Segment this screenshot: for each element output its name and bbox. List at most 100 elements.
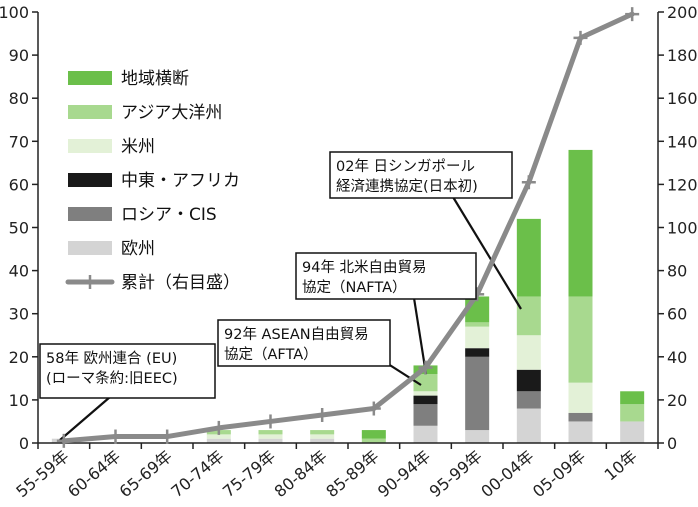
bar-segment-0-3 <box>206 438 231 443</box>
bar-segment-0-8 <box>465 430 490 443</box>
bar-segment-3-7 <box>413 391 438 396</box>
cumulative-line <box>61 11 635 444</box>
x-tick-label-0: 55-59年 <box>12 447 72 502</box>
bar-segment-0-11 <box>620 421 645 443</box>
legend-swatch-1 <box>68 105 112 119</box>
x-tick-label-9: 00-04年 <box>477 447 537 502</box>
bar-segment-4-4 <box>258 430 283 435</box>
bar-segment-2-8 <box>465 348 490 357</box>
annotation-boxes-layer: 58年 欧州連合 (EU)(ローマ条約:旧EEC)92年 ASEAN自由貿易協定… <box>39 151 513 399</box>
bar-segment-3-4 <box>258 434 283 439</box>
annotation-text-2-1: 協定（NAFTA） <box>302 279 407 296</box>
cumulative-line-layer <box>56 7 640 448</box>
x-tick-label-4: 75-79年 <box>219 447 279 502</box>
bar-segment-0-4 <box>258 438 283 443</box>
bar-segment-1-8 <box>465 356 490 431</box>
annotation-lines-layer <box>59 196 522 441</box>
bar-segment-5-6 <box>361 430 386 439</box>
y-right-tick-label-2: 40 <box>667 348 687 367</box>
bar-segment-1-7 <box>413 404 438 426</box>
y-left-tick-label-7: 70 <box>9 132 29 151</box>
y-right-tick-label-7: 140 <box>667 132 698 151</box>
y-left-tick-label-10: 100 <box>0 3 29 22</box>
y-left-tick-label-3: 30 <box>9 305 29 324</box>
legend-swatch-2 <box>68 139 112 153</box>
bar-segment-2-7 <box>413 395 438 405</box>
x-tick-label-5: 80-84年 <box>271 447 331 502</box>
annotation-box-2 <box>295 252 477 300</box>
bars-layer <box>51 149 645 443</box>
y-right-tick-label-0: 0 <box>667 434 677 453</box>
y-left-tick-label-2: 20 <box>9 348 29 367</box>
y-left-tick-label-0: 0 <box>19 434 29 453</box>
annotation-text-2-0: 94年 北米自由貿易 <box>302 259 427 276</box>
bar-segment-4-9 <box>516 296 541 336</box>
annotation-pointer-0 <box>59 396 111 441</box>
bar-segment-4-6 <box>361 438 386 443</box>
y-right-tick-label-4: 80 <box>667 262 687 281</box>
bar-segment-3-9 <box>516 335 541 370</box>
y-right-tick-label-8: 160 <box>667 89 698 108</box>
y-right-tick-label-10: 200 <box>667 3 698 22</box>
x-tick-label-11: 10年 <box>601 447 641 485</box>
bar-segment-4-10 <box>568 296 593 383</box>
annotation-text-1-1: 協定（AFTA） <box>224 346 318 363</box>
bar-segment-0-7 <box>413 425 438 443</box>
annotation-text-1-0: 92年 ASEAN自由貿易 <box>224 326 369 343</box>
y-right-tick-label-9: 180 <box>667 46 698 65</box>
legend-label-5: 欧州 <box>121 239 155 259</box>
bar-segment-0-5 <box>310 438 335 443</box>
x-tick-label-2: 65-69年 <box>116 447 176 502</box>
legend-label-1: アジア大洋州 <box>121 103 222 123</box>
y-left-tick-label-8: 80 <box>9 89 29 108</box>
bar-segment-3-10 <box>568 382 593 413</box>
x-tick-label-8: 95-99年 <box>426 447 486 502</box>
x-tick-label-10: 05-09年 <box>529 447 589 502</box>
annotation-text-0-1: (ローマ条約:旧EEC) <box>46 370 178 387</box>
y-left-tick-label-1: 10 <box>9 391 29 410</box>
annotation-pointer-3 <box>452 196 522 310</box>
annotation-pointer-1 <box>384 361 422 386</box>
bar-segment-4-8 <box>465 322 490 327</box>
y-left-tick-label-4: 40 <box>9 262 29 281</box>
bar-segment-1-10 <box>568 412 593 422</box>
legend-label-6: 累計（右目盛） <box>121 273 240 293</box>
bar-segment-2-9 <box>516 369 541 392</box>
legend-label-4: ロシア・CIS <box>121 205 217 225</box>
annotation-box-1 <box>217 319 391 367</box>
legend-label-3: 中東・アフリカ <box>121 171 240 191</box>
bar-segment-5-10 <box>568 149 593 297</box>
bar-segment-0-9 <box>516 408 541 443</box>
annotation-text-3-0: 02年 日シンガポール <box>336 158 475 175</box>
y-left-tick-label-9: 90 <box>9 46 29 65</box>
annotation-box-0 <box>39 343 216 399</box>
bar-segment-4-5 <box>310 430 335 435</box>
x-tick-label-7: 90-94年 <box>374 447 434 502</box>
legend-label-0: 地域横断 <box>121 69 189 89</box>
bar-segment-3-5 <box>310 434 335 439</box>
x-tick-label-6: 85-89年 <box>322 447 382 502</box>
x-tick-label-3: 70-74年 <box>167 447 227 502</box>
legend-swatch-0 <box>68 71 112 85</box>
y-right-tick-label-3: 60 <box>667 305 687 324</box>
annotation-pointer-2 <box>412 297 428 375</box>
bar-segment-5-9 <box>516 218 541 297</box>
y-left-tick-label-5: 50 <box>9 219 29 238</box>
bar-segment-3-3 <box>206 434 231 439</box>
bar-segment-3-8 <box>465 326 490 349</box>
y-left-tick-label-6: 60 <box>9 175 29 194</box>
annotation-box-3 <box>329 151 513 199</box>
annotation-text-0-0: 58年 欧州連合 (EU) <box>46 350 177 367</box>
y-right-tick-label-6: 120 <box>667 175 698 194</box>
bar-segment-1-9 <box>516 391 541 409</box>
legend-label-2: 米州 <box>121 137 155 157</box>
annotation-text-3-1: 経済連携協定(日本初) <box>336 178 478 195</box>
legend-swatch-4 <box>68 207 112 221</box>
y-right-tick-label-1: 20 <box>667 391 687 410</box>
legend-swatch-3 <box>68 173 112 187</box>
x-tick-label-1: 60-64年 <box>64 447 124 502</box>
bar-segment-5-11 <box>620 391 645 405</box>
bar-segment-4-11 <box>620 404 645 422</box>
